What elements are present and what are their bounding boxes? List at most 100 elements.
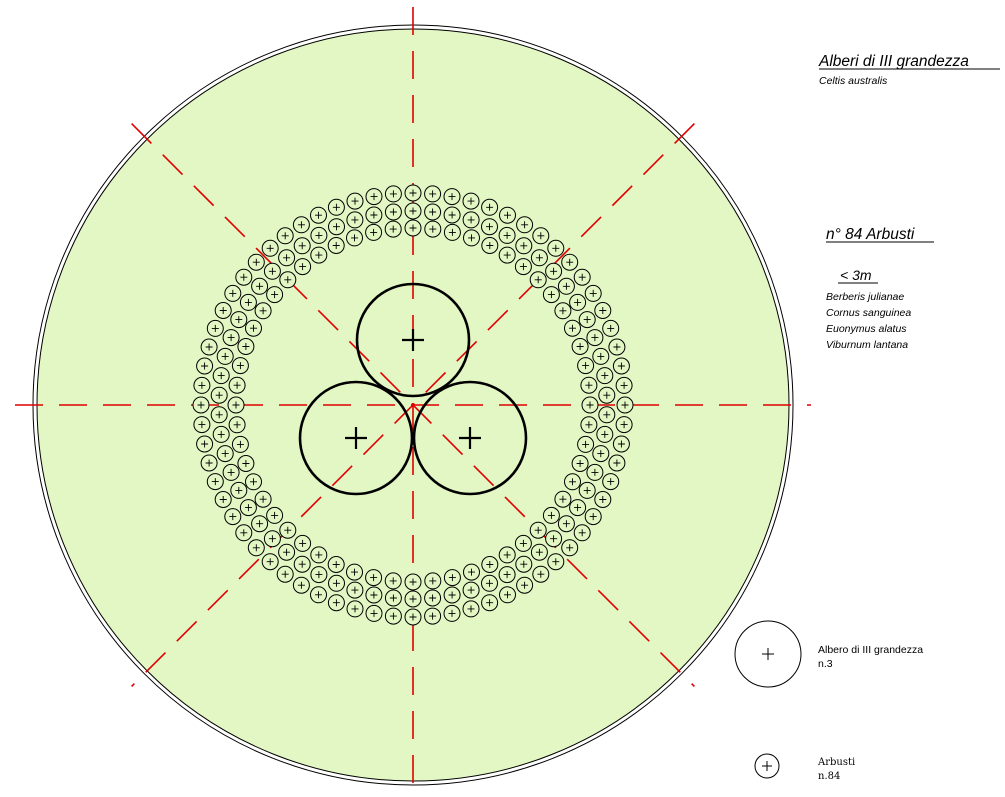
plus-icon — [467, 216, 475, 224]
shrub-symbol — [498, 226, 516, 244]
plus-icon — [217, 372, 225, 380]
shrub-symbol — [384, 572, 402, 590]
shrub-symbol — [261, 553, 279, 571]
plus-icon — [535, 254, 543, 262]
plus-icon — [520, 242, 528, 250]
shrub-symbol — [346, 581, 364, 599]
shrub-symbol — [212, 425, 230, 443]
plus-icon — [298, 560, 306, 568]
shrub-species-name: Berberis julianae — [826, 291, 904, 303]
plus-icon — [240, 529, 248, 537]
plus-icon — [351, 568, 358, 576]
shrub-symbol — [239, 499, 257, 517]
shrub-symbol — [577, 435, 595, 453]
plus-icon — [229, 513, 237, 521]
plus-icon — [271, 511, 279, 519]
shrub-symbol — [462, 211, 480, 229]
plus-icon — [370, 609, 378, 617]
shrub-symbol — [612, 357, 630, 375]
shrub-symbol — [196, 435, 214, 453]
tree-symbol — [298, 380, 414, 496]
plus-icon — [268, 535, 276, 543]
plus-icon — [205, 459, 213, 467]
plus-icon — [227, 334, 235, 342]
shrub-symbol — [365, 188, 383, 206]
plus-icon — [601, 430, 609, 438]
shrub-symbol — [294, 258, 312, 276]
plus-icon — [271, 291, 279, 299]
shrub-symbol — [310, 546, 328, 564]
shrub-symbol — [251, 515, 269, 533]
shrub-symbol — [529, 521, 547, 539]
shrub-symbol — [463, 563, 480, 581]
shrub-symbol — [564, 319, 581, 337]
shrub-symbol — [578, 311, 596, 329]
shrub-symbol — [328, 218, 345, 236]
plus-icon — [351, 216, 359, 224]
plus-icon — [574, 504, 582, 512]
plus-icon — [589, 289, 597, 297]
shrub-symbol — [404, 573, 422, 591]
plus-icon — [283, 254, 291, 262]
shrub-symbol — [279, 521, 297, 539]
plus-icon — [370, 591, 378, 599]
shrub-symbol — [346, 563, 363, 581]
shrub-symbol — [561, 539, 579, 557]
plus-icon — [333, 223, 340, 231]
plus-icon — [409, 578, 417, 586]
axis-line — [131, 123, 695, 687]
plus-icon — [591, 334, 599, 342]
shrub-symbol — [279, 271, 297, 289]
plus-icon — [389, 594, 397, 602]
shrub-symbol — [222, 329, 240, 347]
plus-icon — [205, 343, 213, 351]
shrub-symbol — [443, 188, 461, 206]
plus-icon — [486, 579, 493, 587]
shrub-symbol — [498, 546, 516, 564]
plus-icon — [521, 221, 529, 229]
shrub-symbol — [384, 203, 402, 221]
plus-icon — [198, 381, 206, 389]
plus-icon — [215, 391, 223, 399]
shrub-symbol — [592, 445, 610, 463]
shrub-symbol — [561, 253, 579, 271]
shrub-symbol — [581, 396, 599, 414]
plus-icon — [535, 548, 543, 556]
plus-icon — [762, 761, 772, 771]
shrub-symbol — [365, 223, 383, 241]
plus-icon — [402, 329, 424, 351]
plus-icon — [467, 586, 475, 594]
plus-icon — [351, 234, 358, 242]
shrub-symbol — [580, 376, 598, 394]
shrub-symbol — [328, 574, 345, 592]
plus-icon — [582, 440, 590, 448]
shrub-symbol — [481, 574, 498, 592]
legend-tree-count: n.3 — [818, 658, 833, 670]
plus-icon — [252, 544, 260, 552]
shrub-symbol — [547, 239, 565, 257]
shrub-symbol — [608, 454, 626, 472]
shrub-symbol — [586, 329, 604, 347]
shrub-symbol — [547, 553, 565, 571]
plus-icon — [486, 223, 493, 231]
shrub-symbol — [263, 262, 281, 280]
plus-icon — [333, 579, 340, 587]
shrub-symbol — [294, 534, 312, 552]
shrub-symbol — [514, 258, 532, 276]
plus-icon — [566, 258, 574, 266]
shrub-symbol — [384, 607, 402, 625]
tree-symbol — [355, 282, 471, 398]
shrub-symbol — [462, 192, 480, 210]
shrub-symbol — [276, 565, 294, 583]
plus-icon — [315, 591, 322, 599]
shrub-symbol — [554, 490, 572, 508]
plus-icon — [448, 193, 456, 201]
plus-icon — [617, 440, 625, 448]
shrub-symbol — [542, 506, 560, 524]
plus-icon — [370, 211, 378, 219]
plus-icon — [219, 496, 227, 503]
plus-icon — [256, 282, 264, 290]
plus-icon — [370, 574, 378, 582]
shrub-symbol — [404, 202, 422, 220]
